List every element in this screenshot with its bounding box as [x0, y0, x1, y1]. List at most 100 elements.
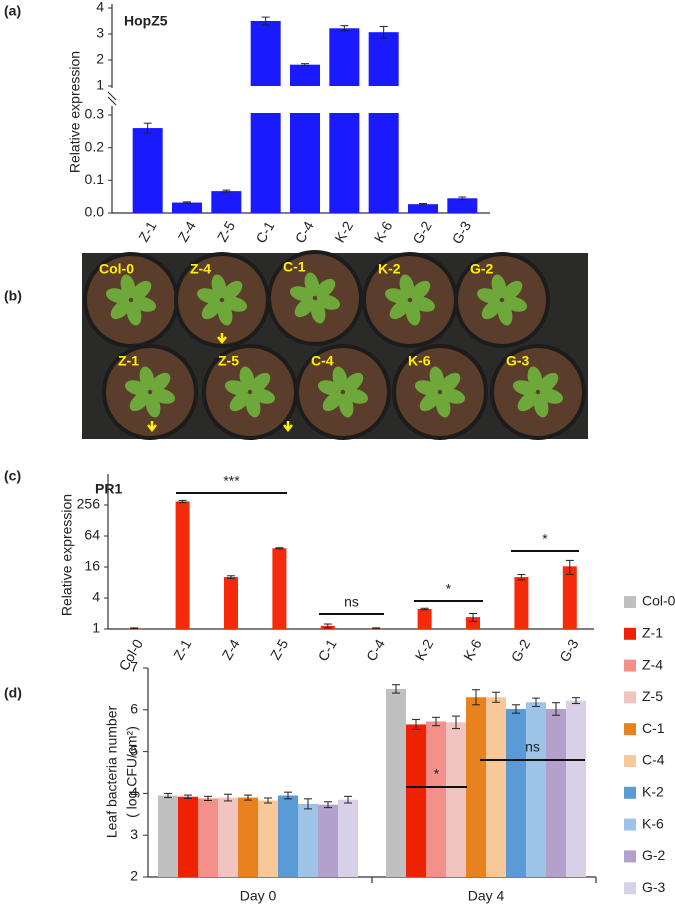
panel-label: (a)	[4, 3, 21, 19]
leaf	[294, 297, 315, 318]
leaf	[245, 393, 261, 418]
significance-label: *	[446, 581, 452, 597]
significance-label: *	[542, 531, 548, 547]
bar	[290, 64, 320, 86]
chart-title: HopZ5	[124, 13, 168, 29]
bar-lower	[250, 113, 281, 213]
significance-label: ***	[223, 473, 240, 489]
panel-label: (d)	[4, 685, 22, 701]
plant-label: C-4	[311, 353, 334, 369]
legend-label: K-6	[642, 815, 664, 831]
leaf	[332, 366, 348, 391]
y-tick-label: 256	[77, 496, 101, 512]
bar	[526, 702, 546, 877]
pot	[454, 252, 550, 348]
arrow	[147, 421, 157, 433]
y-tick-label: 0.0	[85, 204, 105, 220]
x-tick-label: Z-4	[218, 636, 242, 662]
error-bar	[178, 499, 187, 504]
bar	[132, 128, 163, 213]
leaf	[222, 280, 243, 301]
x-tick-label: Z-5	[214, 218, 238, 244]
x-tick-label: G-2	[409, 218, 435, 246]
y-tick-label: 4	[92, 589, 100, 605]
leaf	[491, 274, 507, 299]
y-axis-label: Relative expression	[67, 51, 83, 173]
y-tick-label: 3	[96, 25, 104, 41]
plant-label: Z-5	[218, 353, 239, 369]
legend-label: C-1	[642, 720, 665, 736]
panel-label: (c)	[4, 468, 21, 484]
significance-label: ns	[344, 594, 359, 610]
error-bar	[492, 691, 500, 703]
y-tick-label: 4	[96, 0, 104, 15]
legend-swatch	[624, 723, 636, 736]
bar	[486, 697, 506, 877]
bar	[211, 191, 242, 213]
error-bar	[512, 704, 520, 714]
error-bar	[372, 627, 381, 630]
leaf	[315, 278, 336, 299]
error-bar	[130, 627, 139, 630]
leaf	[399, 274, 415, 299]
leaf	[410, 280, 431, 301]
bar	[218, 797, 238, 877]
x-tick-label: K-2	[331, 218, 356, 245]
leaf	[419, 391, 440, 412]
leaf	[338, 393, 354, 418]
legend-swatch	[624, 755, 636, 767]
error-bar	[264, 797, 272, 804]
y-tick-label: 0.2	[85, 138, 105, 154]
error-bar	[532, 697, 540, 707]
bar	[446, 722, 466, 877]
legend-label: Z-1	[642, 625, 663, 641]
plant-label: C-1	[283, 259, 306, 275]
legend-swatch	[624, 627, 636, 640]
y-tick-label: 64	[84, 527, 100, 543]
leaf	[343, 372, 364, 393]
leaf	[150, 372, 171, 393]
error-bar	[143, 122, 152, 134]
bar	[566, 700, 586, 877]
bar	[278, 795, 298, 877]
panel-label: (b)	[4, 288, 22, 304]
error-bar	[469, 613, 477, 622]
significance-label: ns	[525, 739, 540, 755]
bar	[318, 804, 338, 877]
legend-swatch	[624, 882, 636, 895]
arrow	[283, 421, 293, 433]
leaf	[322, 391, 343, 412]
y-tick-label: 2	[96, 51, 104, 67]
leaf	[502, 280, 523, 301]
bar	[238, 797, 258, 877]
error-bar	[552, 702, 560, 716]
x-tick-label: K-6	[460, 636, 485, 663]
y-tick-label: 0.1	[85, 171, 105, 187]
bar	[250, 21, 281, 86]
y-axis-label: Leaf bacteria number	[104, 706, 120, 839]
x-tick-label: G-3	[449, 218, 475, 246]
error-bar	[412, 718, 420, 730]
plant-label: Z-4	[190, 261, 211, 277]
leaf	[304, 272, 320, 297]
error-bar	[184, 794, 192, 799]
legend-label: Col-0	[642, 593, 675, 609]
leaf	[110, 299, 131, 320]
bar-lower	[368, 113, 399, 213]
error-bar	[164, 792, 172, 799]
leaf	[229, 391, 250, 412]
leaf	[405, 301, 421, 326]
bar	[546, 708, 566, 877]
error-bar	[323, 623, 332, 629]
error-bar	[379, 25, 388, 39]
y-tick-label: 0.3	[85, 106, 105, 122]
leaf	[538, 372, 559, 393]
x-tick-label: C-4	[292, 218, 317, 246]
leaf	[440, 372, 461, 393]
error-bar	[222, 189, 231, 193]
error-bar	[419, 203, 427, 206]
error-bar	[420, 607, 429, 611]
bar	[178, 796, 198, 877]
y-tick-label: 4	[130, 784, 138, 800]
bar	[426, 721, 446, 877]
